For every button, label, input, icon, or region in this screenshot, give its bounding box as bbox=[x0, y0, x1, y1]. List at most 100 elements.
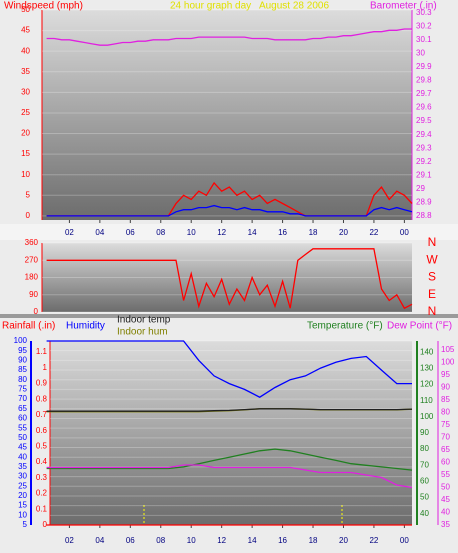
y2-tick-label: 29.5 bbox=[416, 116, 432, 125]
x-tick-label: 22 bbox=[369, 536, 378, 545]
y-tick-label: 360 bbox=[25, 238, 39, 247]
x-tick-label: 06 bbox=[126, 228, 135, 237]
x-tick-label: 20 bbox=[339, 536, 348, 545]
y4-tick-label: 50 bbox=[441, 483, 450, 492]
y-tick-label: 20 bbox=[18, 491, 27, 500]
y2-tick-label: N bbox=[428, 304, 437, 318]
y-tick-label: 45 bbox=[18, 443, 27, 452]
y2-tick-label: 0.2 bbox=[36, 489, 48, 498]
y2-tick-label: 29.4 bbox=[416, 130, 432, 139]
y-tick-label: 0 bbox=[34, 307, 39, 316]
x-tick-label: 22 bbox=[369, 228, 378, 237]
y2-tick-label: S bbox=[428, 270, 436, 284]
series-line bbox=[46, 408, 413, 412]
x-tick-label: 10 bbox=[187, 536, 196, 545]
divider bbox=[0, 224, 458, 240]
x-tick-label: 10 bbox=[187, 228, 196, 237]
y2-tick-label: 30.2 bbox=[416, 21, 432, 30]
y-axis-label: Humidity bbox=[66, 321, 105, 332]
y3-tick-label: 120 bbox=[420, 380, 434, 389]
x-tick-label: 18 bbox=[309, 536, 318, 545]
y3-tick-label: 100 bbox=[420, 412, 434, 421]
y2-axis-label: Barometer (.in) bbox=[370, 1, 437, 12]
y4-tick-label: 75 bbox=[441, 420, 450, 429]
series-line bbox=[46, 448, 413, 471]
x-tick-label: 04 bbox=[95, 536, 104, 545]
y3-tick-label: 80 bbox=[420, 444, 429, 453]
series-line bbox=[46, 204, 413, 217]
x-tick-label: 06 bbox=[126, 536, 135, 545]
y2-tick-label: 0 bbox=[43, 520, 48, 529]
y-tick-label: 55 bbox=[18, 423, 27, 432]
y-tick-label: 65 bbox=[18, 404, 27, 413]
x-tick-label: 14 bbox=[248, 228, 257, 237]
x-tick-label: 18 bbox=[309, 228, 318, 237]
series-line bbox=[46, 248, 413, 310]
y-tick-label: 50 bbox=[18, 433, 27, 442]
y4-tick-label: 70 bbox=[441, 433, 450, 442]
y2-tick-label: 0.3 bbox=[36, 473, 48, 482]
y-tick-label: 5 bbox=[26, 190, 31, 199]
marks: 0510152025303540455028.828.92929.129.229… bbox=[14, 5, 455, 545]
y2-tick-label: 0.9 bbox=[36, 379, 48, 388]
y4-tick-label: 105 bbox=[441, 345, 455, 354]
y3-tick-label: 140 bbox=[420, 347, 434, 356]
x-tick-label: 12 bbox=[217, 536, 226, 545]
x-tick-label: 20 bbox=[339, 228, 348, 237]
y3-tick-label: 40 bbox=[420, 509, 429, 518]
y2-tick-label: 28.9 bbox=[416, 197, 432, 206]
x-tick-label: 02 bbox=[65, 536, 74, 545]
series-line bbox=[46, 340, 412, 398]
y2-tick-label: 29.8 bbox=[416, 76, 432, 85]
y2-tick-label: 0.7 bbox=[36, 410, 48, 419]
y-tick-label: 95 bbox=[18, 346, 27, 355]
y4-axis-label: Dew Point (°F) bbox=[387, 321, 452, 332]
y-tick-label: 25 bbox=[18, 481, 27, 490]
y2-tick-label: 29.6 bbox=[416, 103, 432, 112]
y4-tick-label: 35 bbox=[441, 520, 450, 529]
y-tick-label: 85 bbox=[18, 365, 27, 374]
y-tick-label: 50 bbox=[21, 5, 30, 14]
y-tick-label: 30 bbox=[21, 87, 30, 96]
y2-tick-label: 0.6 bbox=[36, 426, 48, 435]
x-tick-label: 04 bbox=[95, 228, 104, 237]
y2-tick-label: 30.3 bbox=[416, 8, 432, 17]
y-tick-label: 5 bbox=[23, 520, 28, 529]
y-tick-label: 15 bbox=[18, 501, 27, 510]
y2-tick-label: 1 bbox=[43, 363, 48, 372]
x-tick-label: 08 bbox=[156, 228, 165, 237]
x-tick-label: 14 bbox=[248, 536, 257, 545]
y-tick-label: 35 bbox=[21, 67, 30, 76]
x-tick-label: 16 bbox=[278, 228, 287, 237]
y-tick-label: 60 bbox=[18, 414, 27, 423]
y2-tick-label: 0.8 bbox=[36, 394, 48, 403]
y-tick-label: 100 bbox=[14, 336, 28, 345]
y-tick-label: 20 bbox=[21, 129, 30, 138]
y2-axis-label: Rainfall (.in) bbox=[2, 321, 55, 332]
series-line bbox=[46, 28, 412, 46]
y3-axis-label: Temperature (°F) bbox=[307, 321, 383, 332]
y2-tick-label: 0.5 bbox=[36, 441, 48, 450]
y4-tick-label: 65 bbox=[441, 445, 450, 454]
y2-tick-label: W bbox=[426, 252, 438, 266]
y-tick-label: 25 bbox=[21, 108, 30, 117]
y-tick-label: 40 bbox=[18, 452, 27, 461]
y-tick-label: 0 bbox=[26, 211, 31, 220]
y-tick-label: 10 bbox=[21, 170, 30, 179]
series-line bbox=[46, 464, 413, 489]
y-tick-label: 30 bbox=[18, 472, 27, 481]
y4-tick-label: 60 bbox=[441, 458, 450, 467]
y2-tick-label: 1.1 bbox=[36, 347, 48, 356]
y2-tick-label: 29.1 bbox=[416, 170, 432, 179]
y2-tick-label: 0.1 bbox=[36, 504, 48, 513]
y-tick-label: 90 bbox=[29, 290, 38, 299]
y-tick-label: 70 bbox=[18, 394, 27, 403]
y4-tick-label: 55 bbox=[441, 470, 450, 479]
y3-tick-label: 110 bbox=[420, 396, 433, 405]
y2-tick-label: 30.1 bbox=[416, 35, 432, 44]
y4-tick-label: 40 bbox=[441, 508, 450, 517]
y-tick-label: 15 bbox=[21, 149, 30, 158]
y4-tick-label: 80 bbox=[441, 408, 450, 417]
y-tick-label: 180 bbox=[25, 273, 39, 282]
